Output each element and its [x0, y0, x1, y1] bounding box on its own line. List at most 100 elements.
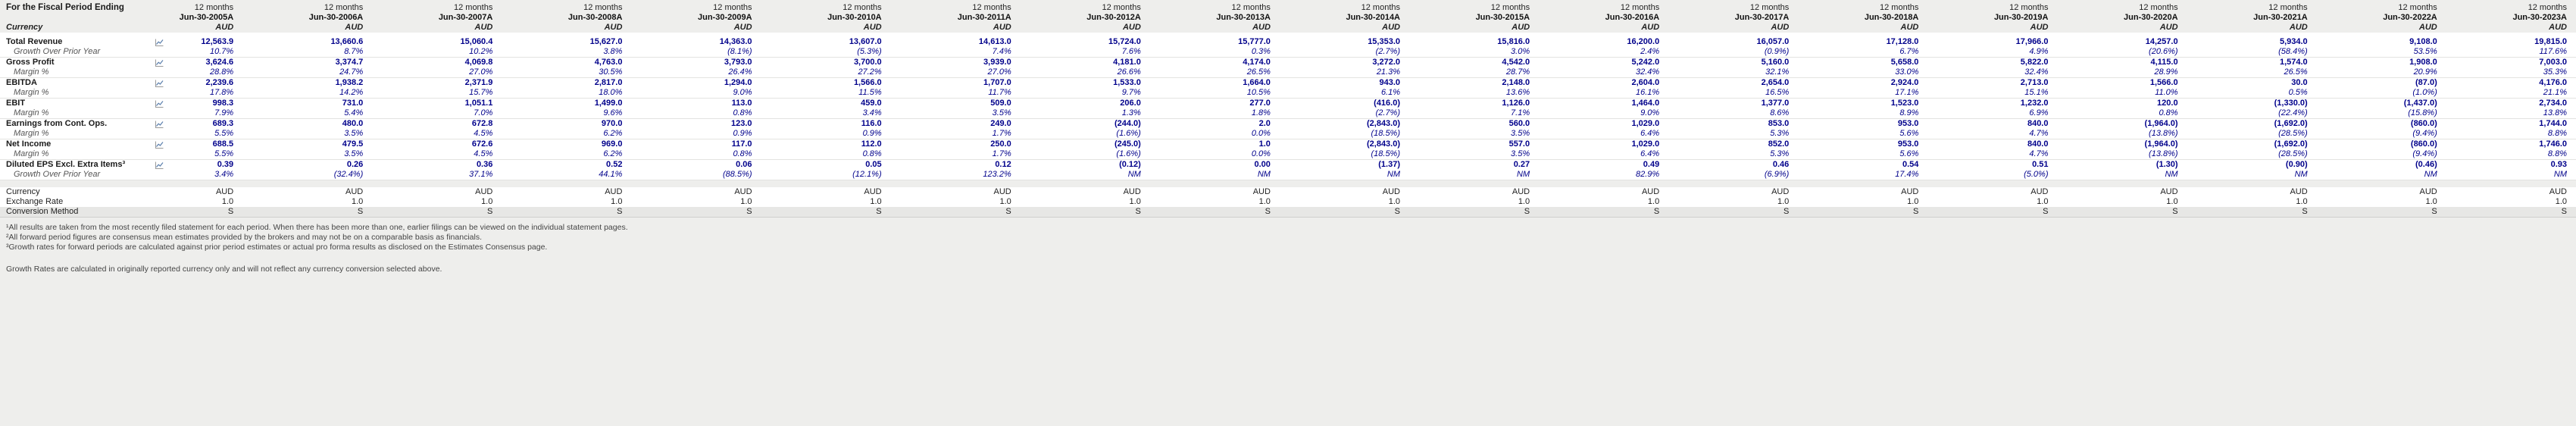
value-cell: 4.7% — [1927, 149, 2058, 160]
footnote: ¹All results are taken from the most rec… — [6, 222, 628, 232]
value-cell: 3.8% — [502, 47, 632, 58]
value-cell: 8.9% — [1798, 108, 1928, 119]
period-prefix-cell: 12 months — [2446, 0, 2576, 13]
value-cell: 37.1% — [372, 170, 502, 180]
value-cell: 3,624.6 — [205, 58, 234, 67]
value-cell: 3.5% — [242, 149, 373, 160]
period-prefix-cell: 12 months — [1668, 0, 1799, 13]
column-header-date: Jun-30-2010A — [761, 13, 891, 23]
value-cell: 2,371.9 — [464, 78, 493, 87]
value-cell: 5,658.0 — [1890, 58, 1919, 67]
value-cell: 1,126.0 — [1502, 99, 1530, 108]
value-cell: (244.0) — [1114, 119, 1141, 128]
value-cell: 0.9% — [631, 129, 761, 139]
value-cell: (88.5%) — [631, 170, 761, 180]
value-cell: (1.6%) — [1020, 149, 1150, 160]
value-cell: 8.8% — [2446, 129, 2576, 139]
value-cell: 4,181.0 — [1113, 58, 1141, 67]
column-header-date: Jun-30-2016A — [1539, 13, 1669, 23]
value-cell: 19,815.0 — [2534, 37, 2567, 46]
period-prefix-cell: 12 months — [242, 0, 373, 13]
value-cell: 123.2% — [890, 170, 1021, 180]
column-currency: AUD — [1798, 23, 1928, 33]
value-cell: 0.46 — [1772, 160, 1790, 169]
meta-value-cell: 1.0 — [351, 196, 364, 206]
value-cell: 1,746.0 — [2539, 139, 2567, 149]
value-cell: 120.0 — [2157, 99, 2178, 108]
value-cell: 11.7% — [890, 88, 1021, 99]
row-label: Diluted EPS Excl. Extra Items³ — [0, 160, 167, 171]
footnote: ²All forward period figures are consensu… — [6, 232, 482, 242]
column-header-date: Jun-30-2015A — [1409, 13, 1540, 23]
meta-value-cell: S — [1539, 206, 1669, 218]
chart-icon[interactable] — [155, 141, 164, 149]
value-cell: 5.3% — [1668, 149, 1799, 160]
value-cell: 28.8% — [167, 67, 243, 78]
meta-value-cell: AUD — [1252, 186, 1271, 196]
meta-value-cell: S — [761, 206, 891, 218]
meta-value-cell: AUD — [2419, 186, 2437, 196]
value-cell: 277.0 — [1249, 99, 1271, 108]
value-cell: 5.5% — [167, 149, 243, 160]
chart-icon[interactable] — [155, 59, 164, 67]
meta-value-cell: 1.0 — [1129, 196, 1141, 206]
value-cell: (13.8%) — [2057, 149, 2187, 160]
value-cell: (1.6%) — [1020, 129, 1150, 139]
meta-value-cell: S — [2316, 206, 2446, 218]
chart-icon[interactable] — [155, 161, 164, 169]
value-cell: 1,566.0 — [2149, 78, 2178, 87]
section-spacer-row — [0, 180, 2576, 187]
value-cell: 1,908.0 — [2409, 58, 2437, 67]
value-cell: 3,700.0 — [853, 58, 882, 67]
value-cell: 13,660.6 — [330, 37, 364, 46]
value-cell: 113.0 — [731, 99, 752, 108]
column-currency: AUD — [1149, 23, 1280, 33]
chart-icon[interactable] — [155, 100, 164, 108]
value-cell: 2,239.6 — [205, 78, 234, 87]
value-cell: 26.6% — [1020, 67, 1150, 78]
value-cell: 970.0 — [601, 119, 623, 128]
value-cell: 6.1% — [1279, 88, 1410, 99]
row-label: Net Income — [0, 139, 167, 150]
column-currency: AUD — [631, 23, 761, 33]
value-cell: 689.3 — [212, 119, 234, 128]
meta-value-cell: AUD — [1641, 186, 1660, 196]
value-cell: 1.7% — [890, 129, 1021, 139]
value-cell: 123.0 — [731, 119, 752, 128]
column-header-date: Jun-30-2021A — [2187, 13, 2317, 23]
meta-row-label: Exchange Rate — [6, 196, 64, 206]
meta-value-cell: AUD — [864, 186, 882, 196]
value-cell: 15.1% — [1927, 88, 2058, 99]
row-sublabel: Growth Over Prior Year — [0, 47, 167, 58]
value-cell: (2,843.0) — [1366, 119, 1401, 128]
meta-row: Exchange Rate 1.0 1.0 1.0 1.0 1.0 1.0 1.0 1.0 1.0… — [0, 197, 2576, 207]
value-cell: 206.0 — [1120, 99, 1141, 108]
value-cell: 15.7% — [372, 88, 502, 99]
value-cell: (6.9%) — [1668, 170, 1799, 180]
value-cell: 0.05 — [865, 160, 882, 169]
value-cell: 9.0% — [1539, 108, 1669, 119]
value-cell: 16,200.0 — [1627, 37, 1660, 46]
chart-icon[interactable] — [155, 39, 164, 46]
value-cell: (22.4%) — [2187, 108, 2317, 119]
value-cell: 560.0 — [1508, 119, 1530, 128]
period-prefix-cell: 12 months — [890, 0, 1021, 13]
value-cell: 10.5% — [1149, 88, 1280, 99]
metric-row: Margin % 17.8% 14.2% 15.7% 18.0% 9.0% 11.5% 11.… — [0, 88, 2576, 99]
chart-icon[interactable] — [155, 121, 164, 128]
column-currency: AUD — [372, 23, 502, 33]
period-prefix-cell: 12 months — [2187, 0, 2317, 13]
chart-icon[interactable] — [155, 80, 164, 87]
row-label: EBIT — [0, 99, 167, 109]
value-cell: 0.8% — [2057, 108, 2187, 119]
value-cell: 16,057.0 — [1756, 37, 1790, 46]
column-currency: AUD — [890, 23, 1021, 33]
period-prefix-cell: 12 months — [1279, 0, 1410, 13]
value-cell: 7.4% — [890, 47, 1021, 58]
value-cell: 13.8% — [2446, 108, 2576, 119]
row-label-text: Diluted EPS Excl. Extra Items³ — [6, 160, 126, 169]
value-cell: 15,353.0 — [1368, 37, 1401, 46]
value-cell: (9.4%) — [2316, 149, 2446, 160]
value-cell: (0.46) — [2415, 160, 2437, 169]
value-cell: (1,692.0) — [2274, 119, 2308, 128]
